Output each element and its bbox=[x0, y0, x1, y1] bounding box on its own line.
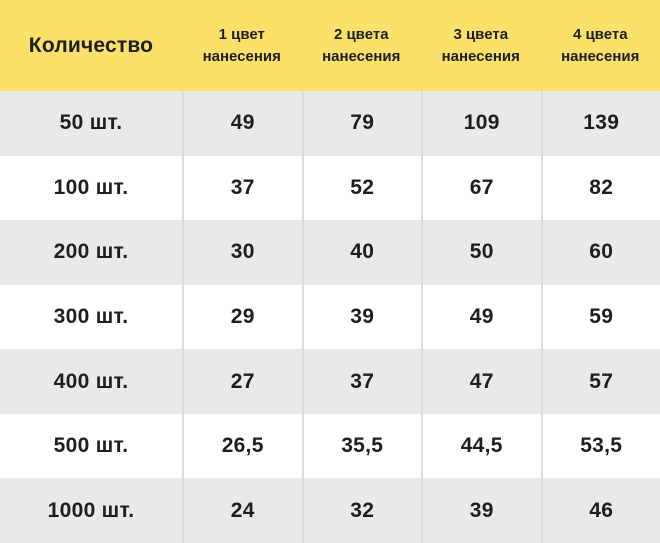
price-cell: 24 bbox=[182, 478, 302, 543]
table-body: 50 шт. 49 79 109 139 100 шт. 37 52 67 82… bbox=[0, 91, 660, 543]
price-cell: 32 bbox=[301, 478, 422, 543]
table-row: 200 шт. 30 40 50 60 bbox=[0, 220, 660, 285]
column-header-3-colors: 3 цвета нанесения bbox=[421, 0, 541, 91]
price-cell: 53,5 bbox=[540, 413, 660, 479]
price-cell: 79 bbox=[301, 91, 422, 156]
table-header-row: Количество 1 цвет нанесения 2 цвета нане… bbox=[0, 0, 660, 91]
column-header-line2: нанесения bbox=[561, 47, 640, 65]
price-cell: 47 bbox=[421, 349, 541, 414]
price-cell: 37 bbox=[301, 349, 422, 414]
price-cell: 26,5 bbox=[182, 413, 302, 479]
price-cell: 30 bbox=[182, 220, 302, 285]
row-label: 1000 шт. bbox=[47, 498, 135, 522]
price-cell: 49 bbox=[182, 91, 302, 156]
price-cell: 60 bbox=[540, 220, 660, 285]
price-cell: 67 bbox=[421, 155, 541, 221]
row-label: 500 шт. bbox=[53, 434, 129, 458]
price-cell: 139 bbox=[540, 91, 660, 156]
column-header-2-colors: 2 цвета нанесения bbox=[302, 0, 422, 91]
column-header-line1: 4 цвета bbox=[572, 25, 628, 43]
price-cell: 49 bbox=[421, 284, 541, 350]
price-cell: 50 bbox=[421, 220, 541, 285]
price-cell: 35,5 bbox=[301, 413, 422, 479]
table-row: 400 шт. 27 37 47 57 bbox=[0, 349, 660, 414]
row-label: 300 шт. bbox=[53, 305, 129, 329]
column-header-line2: нанесения bbox=[202, 47, 281, 65]
price-cell: 82 bbox=[540, 155, 660, 221]
price-cell: 59 bbox=[540, 284, 660, 350]
column-header-line1: 1 цвет bbox=[218, 25, 265, 43]
table-row: 100 шт. 37 52 67 82 bbox=[0, 155, 660, 221]
price-cell: 39 bbox=[421, 478, 541, 543]
price-cell: 29 bbox=[182, 284, 302, 350]
table-row: 300 шт. 29 39 49 59 bbox=[0, 284, 660, 350]
column-header-line2: нанесения bbox=[322, 47, 401, 65]
row-label: 100 шт. bbox=[53, 175, 129, 199]
row-label: 400 шт. bbox=[53, 369, 129, 393]
price-cell: 109 bbox=[421, 91, 541, 156]
column-header-quantity: Количество bbox=[28, 33, 154, 57]
price-cell: 39 bbox=[301, 284, 422, 350]
table-row: 50 шт. 49 79 109 139 bbox=[0, 91, 660, 156]
row-label: 200 шт. bbox=[53, 240, 129, 264]
price-cell: 37 bbox=[182, 155, 302, 221]
column-header-1-color: 1 цвет нанесения bbox=[182, 0, 302, 91]
price-cell: 52 bbox=[301, 155, 422, 221]
price-cell: 44,5 bbox=[421, 413, 541, 479]
column-header-line2: нанесения bbox=[441, 47, 520, 65]
price-cell: 46 bbox=[540, 478, 660, 543]
column-header-line1: 3 цвета bbox=[453, 25, 509, 43]
column-header-line1: 2 цвета bbox=[333, 25, 389, 43]
price-cell: 27 bbox=[182, 349, 302, 414]
row-label: 50 шт. bbox=[59, 111, 123, 135]
table-row: 1000 шт. 24 32 39 46 bbox=[0, 478, 660, 543]
column-header-4-colors: 4 цвета нанесения bbox=[541, 0, 660, 91]
price-cell: 40 bbox=[301, 220, 422, 285]
price-cell: 57 bbox=[540, 349, 660, 414]
table-row: 500 шт. 26,5 35,5 44,5 53,5 bbox=[0, 413, 660, 479]
